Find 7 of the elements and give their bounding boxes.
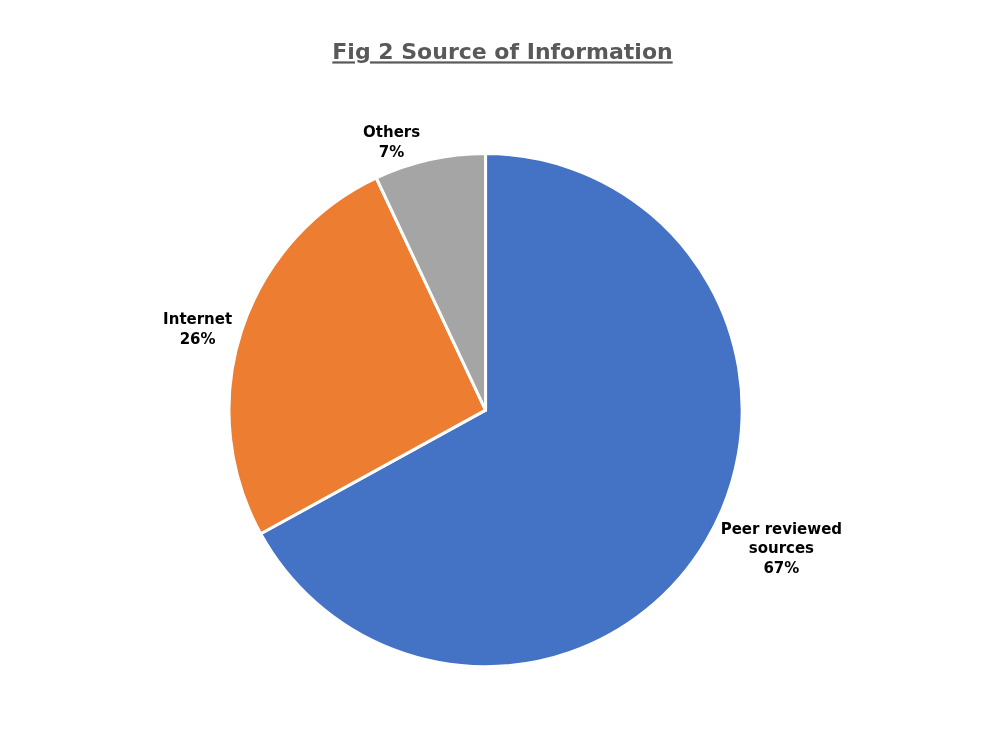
data-label: 26% bbox=[179, 329, 216, 348]
slice-label: Peer reviewed sources bbox=[720, 519, 843, 558]
slice-label: Others bbox=[363, 123, 421, 142]
data-label: 7% bbox=[378, 142, 405, 161]
slice-label: Internet bbox=[163, 310, 233, 329]
chart-title: Fig 2 Source of Information bbox=[332, 39, 673, 65]
data-label: 67% bbox=[763, 558, 800, 577]
